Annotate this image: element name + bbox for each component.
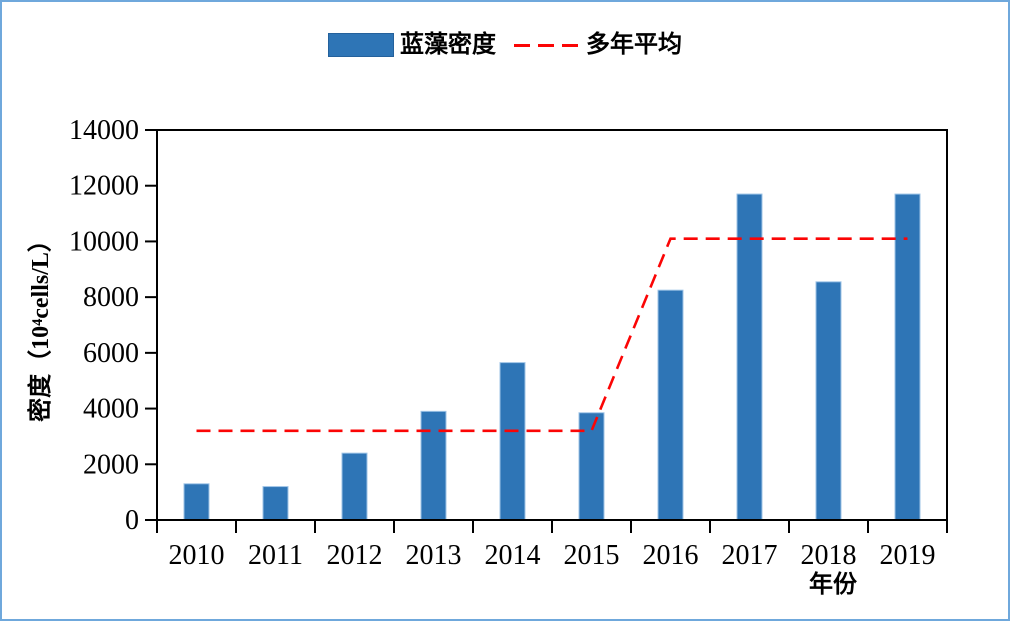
legend-bar-swatch <box>328 33 394 57</box>
y-tick-label: 14000 <box>69 115 139 146</box>
legend-line-label: 多年平均 <box>586 32 682 58</box>
x-tick-label-2014: 2014 <box>485 540 541 571</box>
y-tick-label: 12000 <box>69 171 139 202</box>
legend-dash-segment <box>562 43 578 47</box>
bar-2011 <box>262 486 289 521</box>
bar-2012 <box>341 452 368 521</box>
y-axis-title: 密度（10⁴cells/L） <box>26 228 54 422</box>
plot-border <box>156 129 948 521</box>
y-tick-label: 0 <box>125 505 139 536</box>
y-tick-label: 6000 <box>83 338 139 369</box>
x-tick-label-2011: 2011 <box>248 540 303 571</box>
average-line <box>196 237 908 433</box>
bar-2019 <box>894 193 921 521</box>
x-tick-label-2013: 2013 <box>406 540 462 571</box>
y-tick-label: 2000 <box>83 449 139 480</box>
y-tick-label: 10000 <box>69 226 139 257</box>
legend-dash-segment <box>514 43 530 47</box>
bar-2010 <box>183 483 210 521</box>
legend-bar-label: 蓝藻密度 <box>400 32 496 58</box>
x-tick-label-2018: 2018 <box>801 540 857 571</box>
x-tick-label-2010: 2010 <box>169 540 225 571</box>
bar-2013 <box>420 410 447 521</box>
x-tick-label-2015: 2015 <box>564 540 620 571</box>
legend-dash-segment <box>538 43 554 47</box>
y-tick-label: 4000 <box>83 394 139 425</box>
chart-legend: 蓝藻密度 多年平均 <box>0 30 1010 60</box>
bar-2017 <box>736 193 763 521</box>
x-tick-label-2012: 2012 <box>327 540 383 571</box>
x-tick-label-2019: 2019 <box>880 540 936 571</box>
bar-2016 <box>657 289 684 521</box>
x-tick-label-2017: 2017 <box>722 540 778 571</box>
bar-2018 <box>815 281 842 521</box>
legend-line-swatch <box>514 43 578 47</box>
x-tick-label-2016: 2016 <box>643 540 699 571</box>
y-tick-label: 8000 <box>83 282 139 313</box>
bar-2014 <box>499 362 526 521</box>
x-axis-title: 年份 <box>809 570 858 598</box>
